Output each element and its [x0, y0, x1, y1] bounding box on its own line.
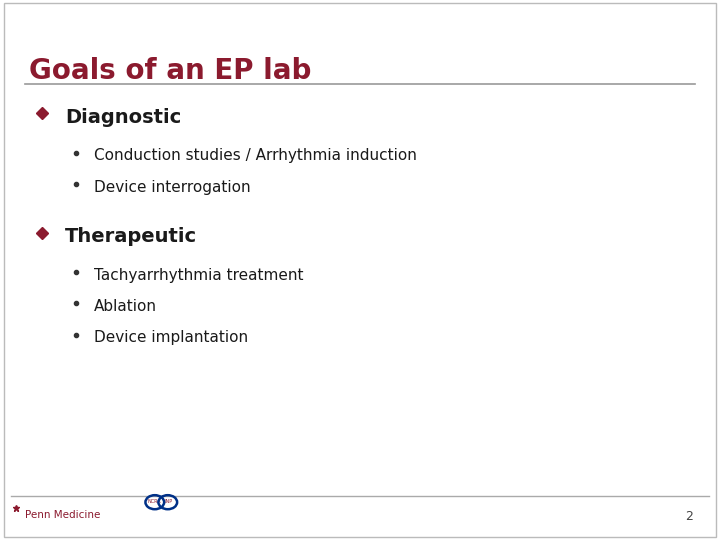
Text: Tachyarrhythmia treatment: Tachyarrhythmia treatment	[94, 268, 303, 283]
Text: Device interrogation: Device interrogation	[94, 180, 251, 195]
Text: Therapeutic: Therapeutic	[65, 227, 197, 246]
Text: Goals of an EP lab: Goals of an EP lab	[29, 57, 311, 85]
Text: Diagnostic: Diagnostic	[65, 108, 181, 127]
Text: Device implantation: Device implantation	[94, 330, 248, 346]
FancyBboxPatch shape	[4, 3, 716, 537]
Text: Conduction studies / Arrhythmia induction: Conduction studies / Arrhythmia inductio…	[94, 148, 416, 164]
Text: UNP: UNP	[163, 499, 173, 504]
Text: Ablation: Ablation	[94, 299, 157, 314]
Text: 2: 2	[685, 510, 693, 523]
Text: Penn Medicine: Penn Medicine	[25, 510, 101, 521]
Text: NCRA: NCRA	[148, 499, 161, 504]
